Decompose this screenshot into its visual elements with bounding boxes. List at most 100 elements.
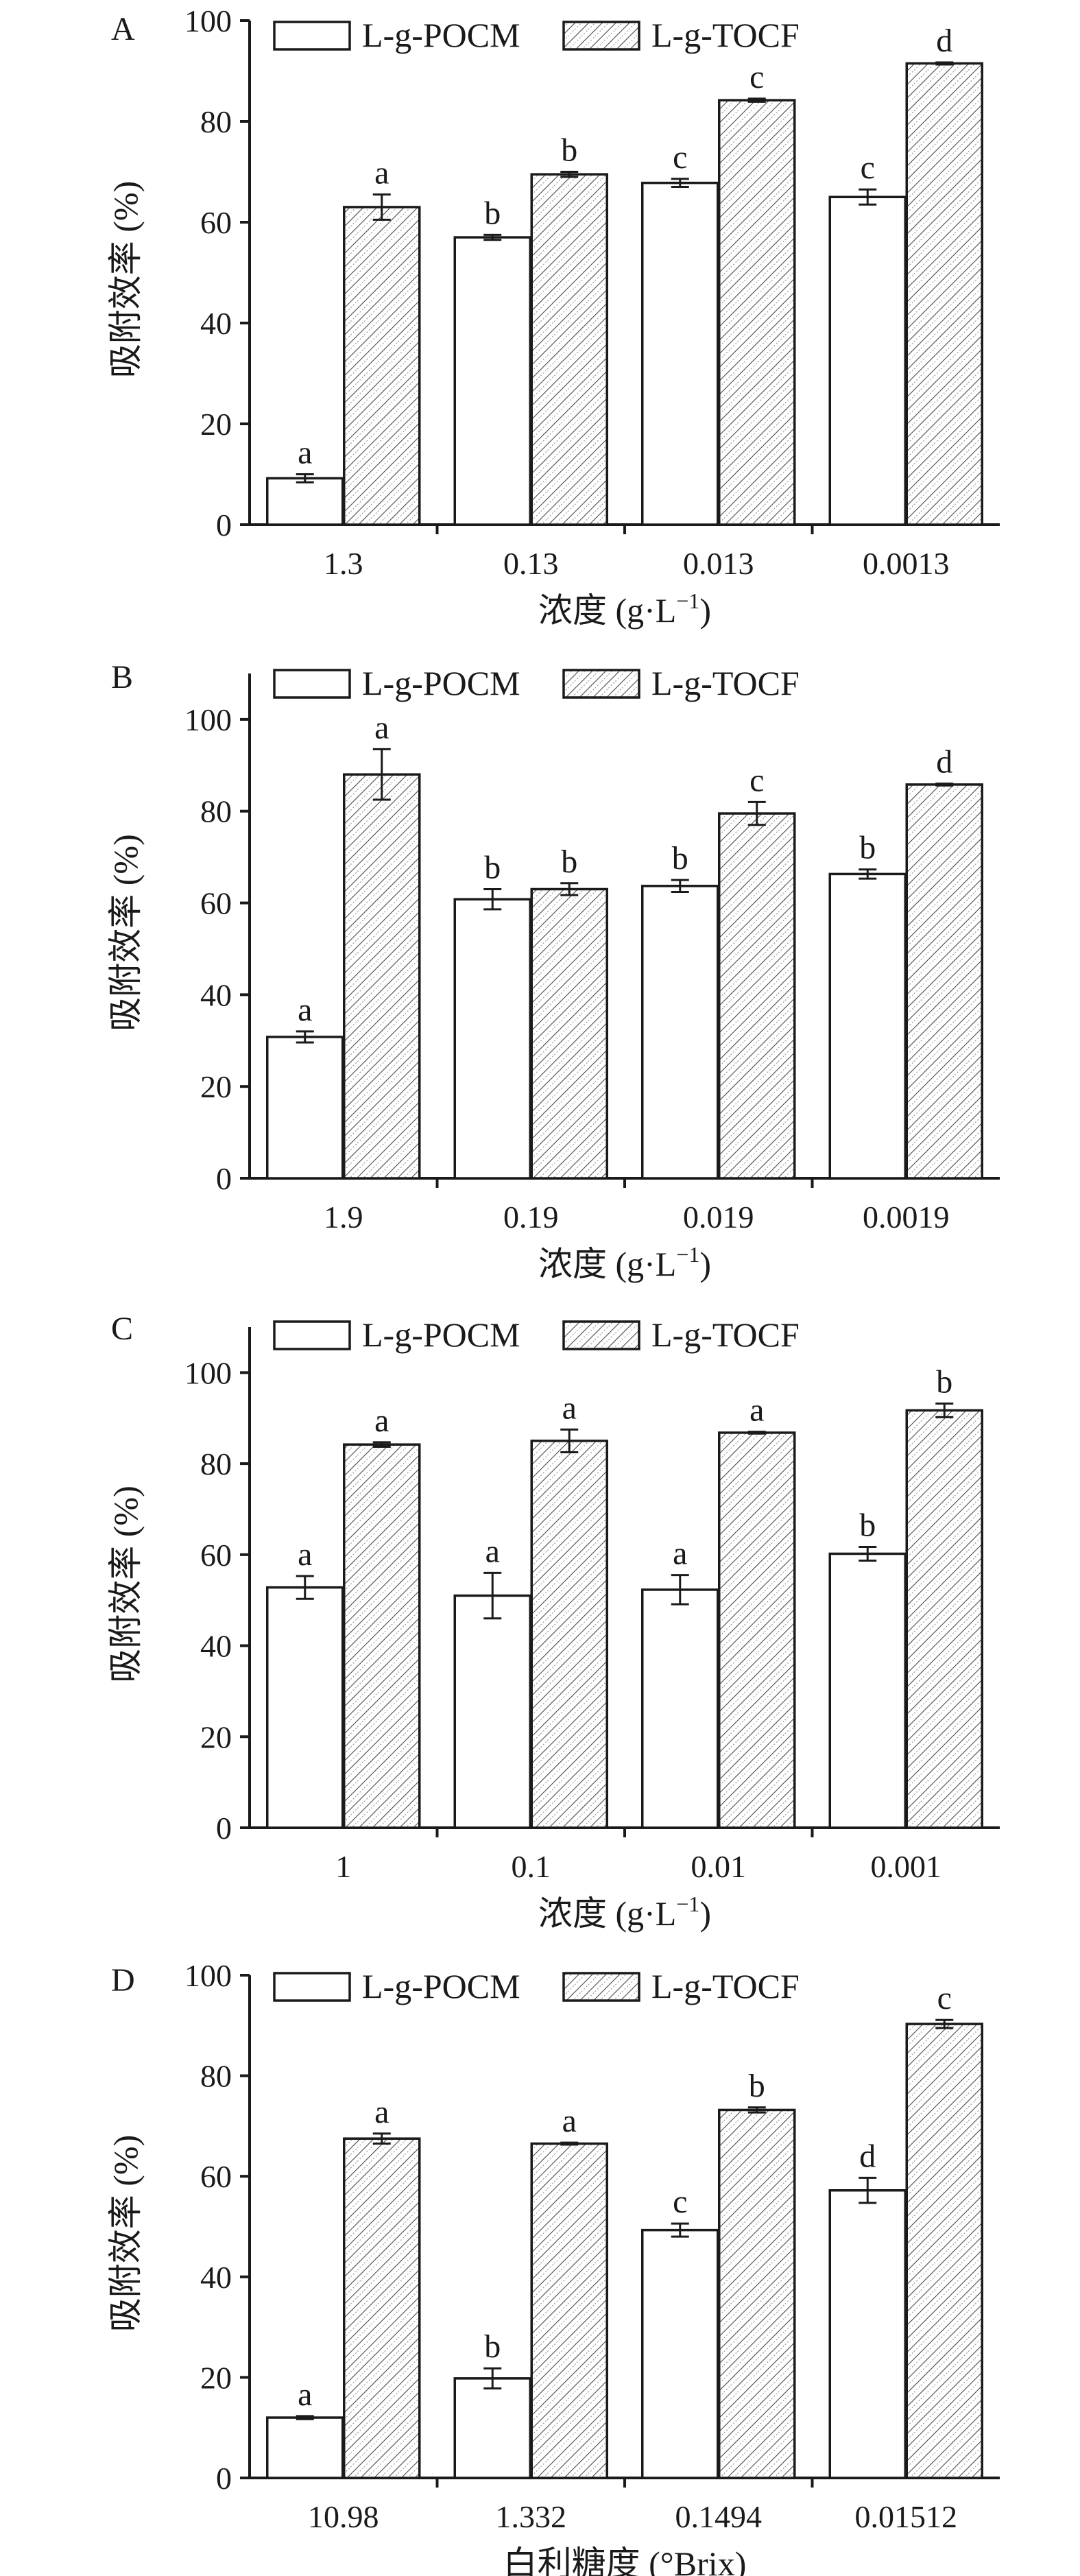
bar-l-g-tocf [905, 62, 983, 526]
bar-l-g-pocm [641, 181, 719, 526]
y-tick-label: 80 [200, 2059, 232, 2094]
y-tick-label: 100 [184, 702, 232, 737]
bar-l-g-pocm [453, 2377, 531, 2479]
bar-l-g-pocm [453, 898, 531, 1180]
bar-l-g-pocm [266, 477, 344, 526]
legend-label-l-g-tocf: L-g-TOCF [651, 1967, 800, 2005]
x-axis-title-superscript: −1 [676, 588, 699, 613]
significance-letter: b [484, 849, 501, 885]
bar-l-g-pocm [828, 195, 907, 526]
y-tick-label: 40 [200, 977, 232, 1012]
legend-swatch-l-g-tocf [562, 1972, 640, 2002]
x-tick-label: 0.01 [691, 1849, 747, 1884]
y-axis-title: 吸附效率 (%) [106, 181, 145, 378]
legend-swatch-l-g-tocf [562, 669, 640, 699]
x-tick-label: 0.013 [683, 546, 754, 581]
x-tick-label: 0.19 [503, 1200, 559, 1235]
bar-l-g-tocf [343, 206, 421, 526]
y-tick-label: 40 [200, 306, 232, 341]
x-axis-title-text: 浓度 (g·L [538, 591, 676, 630]
legend-label-l-g-pocm: L-g-POCM [362, 16, 520, 54]
y-tick-label: 100 [184, 1958, 232, 1993]
x-axis-title-text: 浓度 (g·L [538, 1894, 676, 1933]
x-axis-title-text: 白利糖度 (°Brix) [503, 2544, 747, 2576]
x-tick-label: 0.1494 [675, 2499, 763, 2534]
y-tick-label: 40 [200, 2260, 232, 2295]
y-tick-label: 0 [216, 2461, 232, 2496]
panel-label: D [111, 1962, 135, 1999]
y-tick-label: 80 [200, 794, 232, 829]
legend-swatch-l-g-pocm [273, 21, 351, 51]
significance-letter: c [861, 150, 875, 186]
x-tick-label: 0.019 [683, 1200, 754, 1235]
x-tick-label: 0.0013 [863, 546, 950, 581]
significance-letter: c [673, 2184, 687, 2220]
x-axis-title: 白利糖度 (°Brix) [503, 2544, 747, 2576]
x-axis-title: 浓度 (g·L−1) [538, 588, 711, 630]
significance-letter: a [485, 1533, 500, 1569]
significance-letter: a [374, 155, 389, 191]
panel-label: C [111, 1311, 133, 1347]
y-tick-label: 60 [200, 886, 232, 921]
y-tick-label: 0 [216, 1811, 232, 1846]
chart-panel-b: 0 20 40 60 80 100 1.9 0.19 0.019 0.0019 a b b b a b c d B L… [106, 659, 1000, 1283]
y-tick-label: 80 [200, 104, 232, 139]
significance-letter: d [936, 23, 952, 59]
x-axis-title-text: 浓度 (g·L [538, 1245, 676, 1283]
bar-l-g-pocm [641, 885, 719, 1180]
significance-letter: c [673, 139, 687, 176]
significance-letter: a [298, 1536, 312, 1573]
x-axis-title-superscript: −1 [676, 1242, 699, 1267]
significance-letter: d [936, 744, 952, 780]
bar-l-g-tocf [343, 773, 421, 1180]
significance-letter: a [562, 2103, 577, 2139]
y-tick-label: 20 [200, 2360, 232, 2395]
bar-l-g-tocf [718, 812, 796, 1180]
significance-letter: b [859, 1507, 876, 1544]
significance-letter: b [484, 195, 501, 231]
chart-panel-d: 0 20 40 60 80 100 10.98 1.332 0.1494 0.01512 a b c d a… [106, 1958, 1000, 2576]
x-tick-label: 1.332 [496, 2499, 567, 2534]
bar-l-g-pocm [266, 2416, 344, 2479]
x-axis-title-close: ) [699, 591, 711, 630]
x-axis-title-close: ) [699, 1894, 711, 1933]
y-tick-label: 0 [216, 1161, 232, 1196]
x-axis-title: 浓度 (g·L−1) [538, 1242, 711, 1283]
x-axis-title: 浓度 (g·L−1) [538, 1892, 711, 1933]
bar-l-g-tocf [530, 173, 608, 526]
x-tick-label: 0.0019 [863, 1200, 950, 1235]
y-tick-label: 60 [200, 205, 232, 240]
significance-letter: a [562, 1390, 577, 1426]
y-tick-label: 80 [200, 1446, 232, 1481]
y-tick-label: 60 [200, 2159, 232, 2194]
legend-swatch-l-g-pocm [273, 1972, 351, 2002]
legend-swatch-l-g-tocf [562, 21, 640, 51]
x-tick-label: 0.001 [871, 1849, 942, 1884]
bar-l-g-pocm [641, 1588, 719, 1829]
significance-letter: c [749, 762, 764, 798]
y-tick-label: 20 [200, 1069, 232, 1104]
x-tick-label: 1.9 [324, 1200, 363, 1235]
y-tick-label: 40 [200, 1629, 232, 1664]
y-tick-label: 100 [184, 3, 232, 38]
bar-l-g-tocf [530, 1440, 608, 1829]
significance-letter: c [749, 59, 764, 95]
x-tick-label: 10.98 [308, 2499, 379, 2534]
x-tick-label: 1 [335, 1849, 351, 1884]
y-tick-label: 20 [200, 407, 232, 442]
x-axis-title-close: ) [699, 1245, 711, 1283]
y-tick-label: 20 [200, 1719, 232, 1754]
x-tick-label: 0.13 [503, 546, 559, 581]
significance-letter: b [484, 2328, 501, 2365]
x-tick-label: 0.1 [512, 1849, 551, 1884]
x-axis-title-superscript: −1 [676, 1892, 699, 1916]
y-tick-label: 60 [200, 1538, 232, 1573]
y-axis-title: 吸附效率 (%) [106, 2135, 145, 2332]
legend-label-l-g-tocf: L-g-TOCF [651, 1315, 800, 1354]
bar-l-g-pocm [828, 2189, 907, 2479]
chart-panel-c: 0 20 40 60 80 100 1 0.1 0.01 0.001 a a a b a a a b C L-g-PO… [106, 1311, 1000, 1933]
bar-l-g-tocf [718, 2108, 796, 2479]
x-tick-label: 0.01512 [855, 2499, 958, 2534]
significance-letter: b [749, 2068, 765, 2104]
